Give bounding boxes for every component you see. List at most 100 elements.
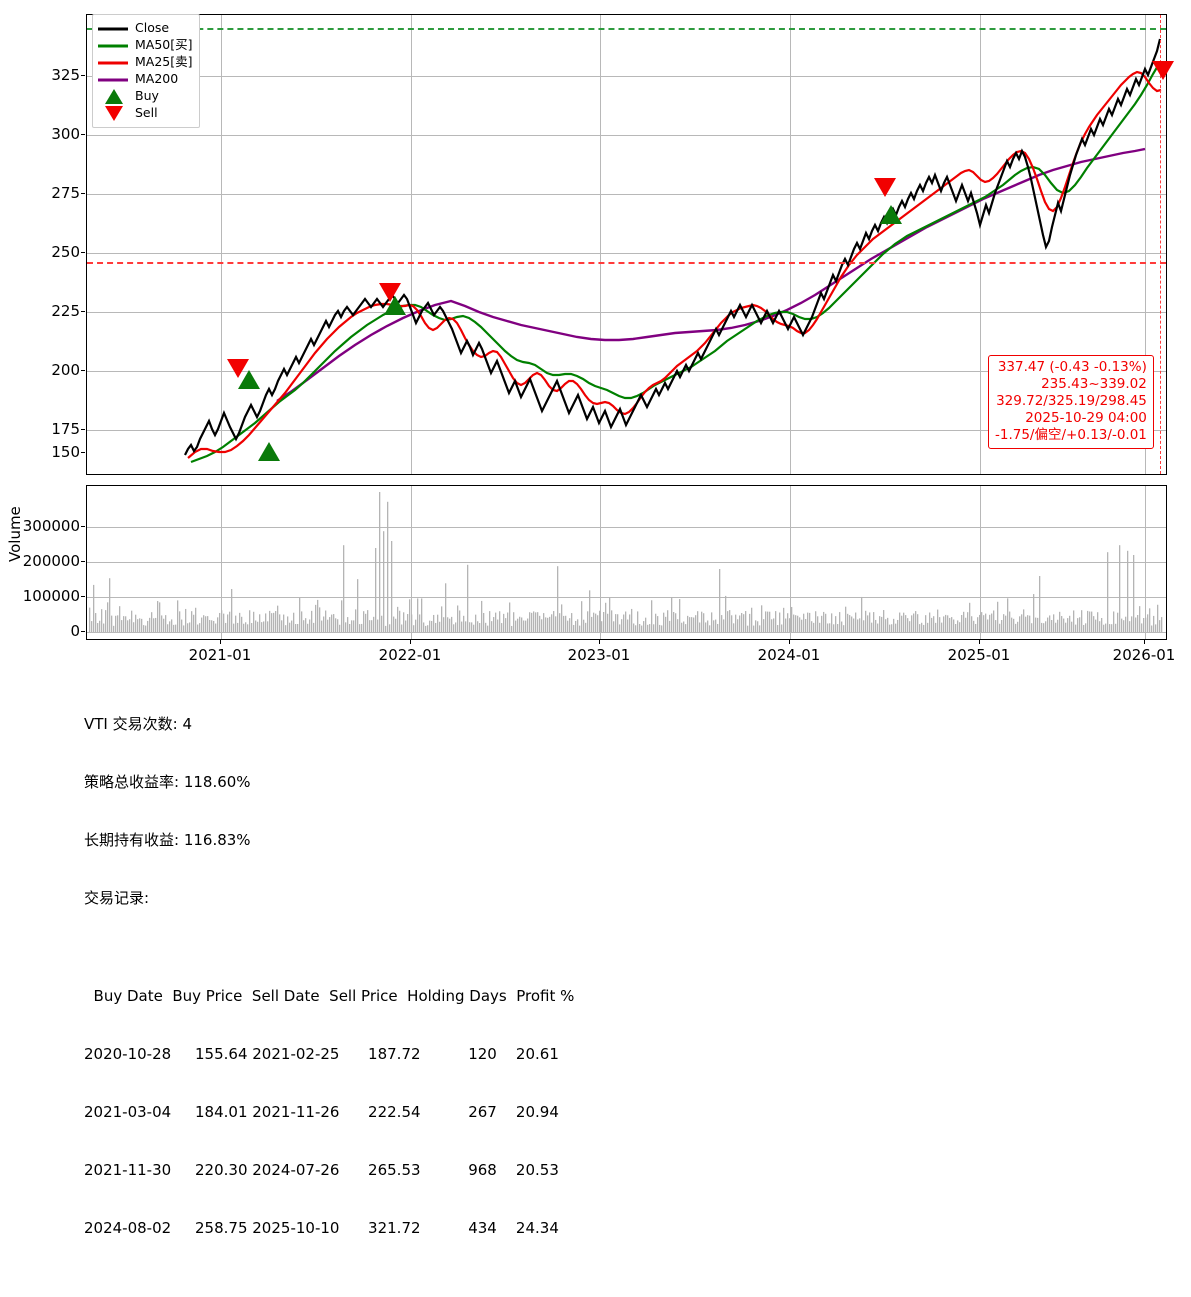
- resistance-line-339: [87, 28, 1166, 30]
- ytick-200: 200: [51, 361, 80, 379]
- legend-item-ma25[interactable]: MA25[卖]: [98, 54, 193, 71]
- trade-records-table: Buy Date Buy Price Sell Date Sell Price …: [84, 948, 574, 1278]
- vol-gridline-2025-01: [980, 486, 981, 639]
- tickmark-200: [81, 370, 85, 371]
- chart-legend[interactable]: Close MA50[买] MA25[卖] MA200 Buy Sell: [92, 14, 200, 128]
- gridline-175: [87, 430, 1166, 431]
- ytick-325: 325: [51, 66, 80, 84]
- legend-item-ma50[interactable]: MA50[买]: [98, 37, 193, 54]
- price-annotation-box[interactable]: 337.47 (-0.43 -0.13%) 235.43~339.02 329.…: [988, 355, 1154, 449]
- annotation-line-price: 337.47 (-0.43 -0.13%): [997, 359, 1147, 375]
- vol-gridline-0: [87, 632, 1166, 633]
- legend-item-buy[interactable]: Buy: [98, 88, 193, 105]
- gridline-300: [87, 135, 1166, 136]
- triangle-down-icon: [98, 105, 128, 122]
- tickmark-150: [81, 452, 85, 453]
- report-records-title: 交易记录:: [84, 889, 150, 908]
- sell-marker-2024-07-26[interactable]: [874, 178, 896, 197]
- volume-chart-panel[interactable]: [86, 485, 1167, 640]
- tickmark-225: [81, 311, 85, 312]
- vol-gridline-2022-01: [411, 486, 412, 639]
- gridline-2021-01: [221, 15, 222, 474]
- xtick-label-2023-01: 2023-01: [567, 646, 631, 664]
- vol-tickmark-100000: [81, 596, 85, 597]
- current-date-line: [1160, 15, 1161, 474]
- legend-label-sell: Sell: [135, 105, 158, 121]
- vol-gridline-100000: [87, 597, 1166, 598]
- support-line-235: [87, 262, 1166, 264]
- report-buyhold-return: 长期持有收益: 116.83%: [84, 831, 251, 850]
- legend-item-close[interactable]: Close: [98, 20, 193, 37]
- gridline-2026-01: [1145, 15, 1146, 474]
- triangle-up-icon: [98, 88, 128, 105]
- buy-marker-2021-03-04[interactable]: [238, 370, 260, 389]
- vol-ytick-100000: 100000: [22, 587, 80, 605]
- strategy-report: VTI 交易次数: 4 策略总收益率: 118.60% 长期持有收益: 116.…: [84, 676, 574, 1297]
- vol-gridline-200000: [87, 562, 1166, 563]
- legend-label-close: Close: [135, 20, 170, 36]
- annotation-line-time: 2025-10-29 04:00: [1025, 410, 1147, 426]
- buy-marker-2021-11-30[interactable]: [384, 296, 406, 315]
- close-line: [184, 38, 1162, 456]
- report-total-return: 策略总收益率: 118.60%: [84, 773, 251, 792]
- tickmark-250: [81, 252, 85, 253]
- table-row: 2020-10-28 155.64 2021-02-25 187.72 120 …: [84, 1044, 559, 1063]
- report-trade-count: VTI 交易次数: 4: [84, 714, 192, 733]
- gridline-2024-01: [790, 15, 791, 474]
- xtick-label-2021-01: 2021-01: [188, 646, 252, 664]
- gridline-200: [87, 371, 1166, 372]
- ytick-175: 175: [51, 420, 80, 438]
- line-swatch-red-icon: [98, 54, 128, 71]
- gridline-2022-01: [411, 15, 412, 474]
- tickmark-325: [81, 75, 85, 76]
- xtickmark-2026-01: [1144, 640, 1145, 644]
- ma25-line: [187, 70, 1162, 459]
- xtickmark-2021-01: [220, 640, 221, 644]
- line-swatch-purple-icon: [98, 71, 128, 88]
- ytick-275: 275: [51, 184, 80, 202]
- price-chart-panel[interactable]: [86, 14, 1174, 475]
- vol-tickmark-300000: [81, 526, 85, 527]
- ytick-300: 300: [51, 125, 80, 143]
- gridline-225: [87, 312, 1166, 313]
- gridline-2023-01: [600, 15, 601, 474]
- legend-item-ma200[interactable]: MA200: [98, 71, 193, 88]
- xtickmark-2025-01: [979, 640, 980, 644]
- tickmark-175: [81, 429, 85, 430]
- buy-marker-2024-08-02[interactable]: [880, 205, 902, 224]
- table-row: 2024-08-02 258.75 2025-10-10 321.72 434 …: [84, 1219, 559, 1238]
- annotation-line-range: 235.43~339.02: [1041, 376, 1147, 392]
- vol-ytick-0: 0: [70, 622, 80, 640]
- table-row: 2021-11-30 220.30 2024-07-26 265.53 968 …: [84, 1161, 559, 1180]
- vol-tickmark-200000: [81, 561, 85, 562]
- legend-item-sell[interactable]: Sell: [98, 105, 193, 122]
- xtick-label-2024-01: 2024-01: [757, 646, 821, 664]
- vol-ytick-300000: 300000: [22, 517, 80, 535]
- xtick-label-2022-01: 2022-01: [378, 646, 442, 664]
- gridline-2025-01: [980, 15, 981, 474]
- xtickmark-2022-01: [410, 640, 411, 644]
- annotation-line-signal: -1.75/偏空/+0.13/-0.01: [995, 427, 1147, 443]
- volume-bars-svg: [89, 492, 1163, 632]
- vol-gridline-2023-01: [600, 486, 601, 639]
- legend-label-buy: Buy: [135, 88, 159, 104]
- vol-gridline-2026-01: [1145, 486, 1146, 639]
- xtick-label-2025-01: 2025-01: [947, 646, 1011, 664]
- ytick-250: 250: [51, 243, 80, 261]
- buy-marker-2020-10-28[interactable]: [258, 442, 280, 461]
- ma200-line: [276, 147, 1146, 402]
- vol-gridline-2024-01: [790, 486, 791, 639]
- tickmark-300: [81, 134, 85, 135]
- legend-label-ma25: MA25[卖]: [135, 54, 193, 70]
- sell-marker-2025-10-10[interactable]: [1152, 61, 1174, 80]
- xtick-label-2026-01: 2026-01: [1112, 646, 1176, 664]
- tickmark-275: [81, 193, 85, 194]
- gridline-275: [87, 194, 1166, 195]
- line-swatch-green-icon: [98, 37, 128, 54]
- table-header: Buy Date Buy Price Sell Date Sell Price …: [84, 986, 575, 1005]
- vol-gridline-2021-01: [221, 486, 222, 639]
- vol-ytick-200000: 200000: [22, 552, 80, 570]
- xtickmark-2023-01: [599, 640, 600, 644]
- legend-label-ma50: MA50[买]: [135, 37, 193, 53]
- annotation-line-ma: 329.72/325.19/298.45: [996, 393, 1147, 409]
